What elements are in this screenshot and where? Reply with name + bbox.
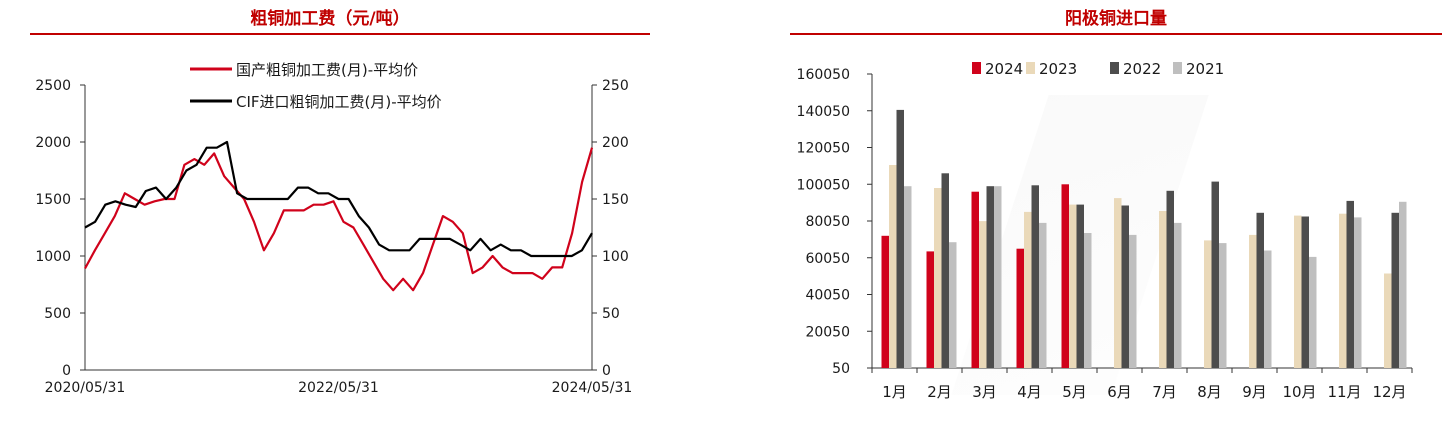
x-tick-label: 7月 (1152, 383, 1177, 401)
left-y-tick-label: 1000 (35, 249, 71, 265)
bar-2021 (1084, 233, 1092, 368)
right-y-tick-label: 0 (602, 363, 611, 379)
y-tick-label: 160050 (797, 67, 850, 83)
x-tick-label: 10月 (1282, 383, 1316, 401)
bar-chart: 50 20050 40050 60050 80050 100050 120050 140050… (797, 60, 1413, 401)
bar-2023 (1339, 213, 1347, 368)
domestic-fee-line (84, 147, 594, 292)
y-tick-label: 140050 (797, 104, 850, 120)
legend-swatch (1110, 62, 1119, 74)
bar-2023 (889, 165, 897, 368)
x-tick-label: 2月 (927, 383, 952, 401)
left-y-tick-label: 2500 (35, 78, 71, 94)
bar-2023 (1114, 198, 1122, 368)
right-y-tick-label: 200 (602, 135, 629, 151)
bar-2022 (1031, 185, 1039, 368)
x-tick-label: 11月 (1327, 383, 1361, 401)
cif-fee-line (84, 140, 593, 258)
bar-2022 (1301, 216, 1309, 368)
legend-swatch (972, 62, 981, 74)
chart-title: 粗铜加工费（元/吨） (250, 9, 410, 29)
bar-2023 (934, 188, 942, 368)
bar-2021 (1219, 243, 1227, 368)
bar-2022 (1391, 212, 1399, 368)
bar-2021 (949, 242, 957, 368)
chart-title: 阳极铜进口量 (1065, 9, 1167, 29)
bar-2024 (881, 235, 889, 368)
bar-2024 (1061, 184, 1069, 368)
bar-2022 (1076, 204, 1084, 368)
left-y-tick-label: 0 (62, 363, 71, 379)
bar-2021 (904, 186, 912, 368)
bar-2022 (941, 173, 949, 368)
legend-label: 2021 (1186, 60, 1224, 78)
bar-2022 (986, 186, 994, 368)
anode-import-panel: 阳极铜进口量 50 20050 40050 60050 80050 100050 12005… (780, 0, 1452, 432)
y-tick-label: 50 (832, 361, 850, 377)
title-rule (790, 33, 1442, 35)
legend-label: CIF进口粗铜加工费(月)-平均价 (236, 93, 442, 111)
x-tick-label: 1月 (882, 383, 907, 401)
bar-2021 (994, 186, 1002, 368)
bar-2023 (1069, 204, 1077, 368)
legend-swatch (1026, 62, 1035, 74)
bar-2023 (1159, 211, 1167, 368)
right-y-tick-label: 100 (602, 249, 629, 265)
bar-2021 (1174, 222, 1182, 368)
y-tick-label: 120050 (797, 141, 850, 157)
left-y-tick-label: 2000 (35, 135, 71, 151)
bar-2023 (1204, 240, 1212, 368)
bar-2023 (1024, 211, 1032, 368)
title-rule (30, 33, 650, 35)
x-tick-label: 9月 (1242, 383, 1267, 401)
x-tick-label: 2020/05/31 (45, 380, 126, 396)
line-chart: 0 500 1000 1500 2000 2500 0 50 100 150 200 250 2020/… (35, 61, 633, 396)
left-y-tick-label: 500 (44, 306, 71, 322)
bar-2023 (1384, 273, 1392, 368)
legend-label: 2023 (1039, 60, 1077, 78)
bar-2022 (1256, 212, 1264, 368)
bar-2024 (926, 251, 934, 368)
legend-swatch (1173, 62, 1182, 74)
bar-2022 (896, 109, 904, 369)
legend-label: 2024 (985, 60, 1023, 78)
x-tick-label: 3月 (972, 383, 997, 401)
x-tick-label: 6月 (1107, 383, 1132, 401)
x-tick-label: 12月 (1372, 383, 1406, 401)
legend-label: 2022 (1123, 60, 1161, 78)
legend-label: 国产粗铜加工费(月)-平均价 (236, 61, 418, 79)
right-y-tick-label: 50 (602, 306, 620, 322)
right-y-tick-label: 150 (602, 192, 629, 208)
bar-2021 (1129, 234, 1137, 368)
bar-2021 (1039, 222, 1047, 368)
bar-2024 (971, 191, 979, 368)
y-tick-label: 100050 (797, 177, 850, 193)
bar-2021 (1264, 250, 1272, 368)
x-tick-label: 5月 (1062, 383, 1087, 401)
x-tick-label: 4月 (1017, 383, 1042, 401)
left-y-tick-label: 1500 (35, 192, 71, 208)
bar-2022 (1346, 200, 1354, 368)
bar-2021 (1309, 256, 1317, 368)
bar-2021 (1354, 217, 1362, 368)
y-tick-label: 80050 (805, 214, 850, 230)
x-tick-label: 8月 (1197, 383, 1222, 401)
x-tick-label: 2022/05/31 (298, 380, 379, 396)
x-tick-label: 2024/05/31 (552, 380, 633, 396)
bar-2023 (1294, 215, 1302, 368)
y-tick-label: 40050 (805, 288, 850, 304)
y-tick-label: 20050 (805, 324, 850, 340)
bar-2022 (1211, 181, 1219, 368)
bar-2023 (1249, 234, 1257, 368)
bar-2021 (1399, 201, 1407, 368)
bar-2024 (1016, 248, 1024, 368)
right-y-tick-label: 250 (602, 78, 629, 94)
bar-2022 (1166, 190, 1174, 368)
smelter-fee-panel: 粗铜加工费（元/吨） 0 500 1000 1500 2000 2500 0 50 100 150… (0, 0, 660, 432)
bar-2023 (979, 221, 987, 368)
bar-2022 (1121, 205, 1129, 368)
y-tick-label: 60050 (805, 251, 850, 267)
